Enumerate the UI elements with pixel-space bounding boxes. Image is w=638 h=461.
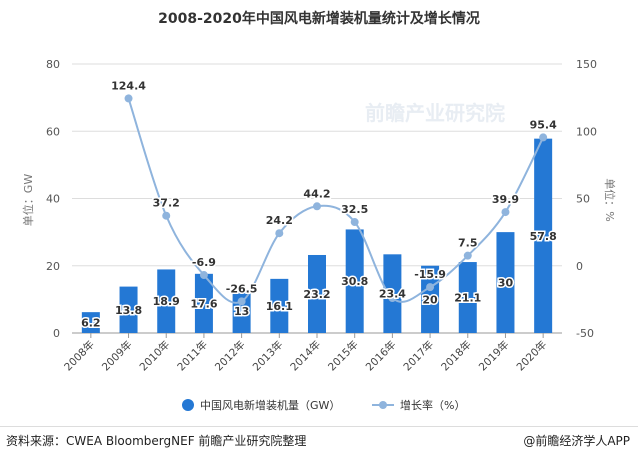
- growth-point: [199, 271, 208, 280]
- legend-bar-label: 中国风电新增装机量（GW）: [200, 398, 340, 412]
- bar: [232, 289, 251, 333]
- bar: [534, 138, 553, 333]
- growth-data-label: -6.9: [192, 256, 216, 269]
- legend-bar-marker: [182, 399, 194, 411]
- bar: [157, 269, 176, 333]
- bar: [421, 265, 440, 333]
- growth-data-label: 124.4: [111, 79, 146, 92]
- left-tick-label: 80: [46, 58, 60, 71]
- x-tick-label: 2018年: [438, 338, 474, 374]
- bar-data-label: 23.4: [379, 288, 406, 301]
- left-tick-label: 60: [46, 125, 60, 138]
- bar-data-label: 21.1: [454, 292, 481, 305]
- bar-data-label: 20: [422, 293, 438, 306]
- source-note: 资料来源：CWEA BloombergNEF 前瞻产业研究院整理: [6, 434, 307, 448]
- x-tick-label: 2010年: [137, 338, 173, 374]
- bar: [308, 254, 326, 333]
- bar-data-label: 30: [498, 277, 514, 290]
- growth-point: [275, 229, 284, 238]
- watermark: 前瞻产业研究院: [365, 101, 505, 125]
- x-tick-label: 2020年: [514, 338, 550, 374]
- left-tick-label: 40: [46, 193, 60, 206]
- x-tick-label: 2008年: [61, 338, 97, 374]
- growth-data-label: 39.9: [492, 193, 519, 206]
- bar-data-label: 16.1: [266, 300, 293, 313]
- growth-data-label: -15.9: [414, 268, 446, 281]
- bar-data-label: 6.2: [81, 317, 101, 330]
- left-tick-label: 0: [53, 327, 60, 340]
- x-tick-label: 2016年: [363, 338, 399, 374]
- growth-point: [539, 133, 548, 142]
- bar: [194, 273, 213, 333]
- growth-point: [162, 211, 171, 220]
- growth-point: [350, 218, 359, 227]
- x-tick-label: 2012年: [212, 338, 248, 374]
- bar-data-label: 18.9: [153, 295, 180, 308]
- x-tick-label: 2014年: [288, 338, 324, 374]
- x-tick-label: 2013年: [250, 338, 286, 374]
- bar: [345, 229, 364, 333]
- bar-data-label: 13.8: [115, 304, 142, 317]
- growth-point: [426, 283, 435, 292]
- right-tick-label: -50: [576, 327, 594, 340]
- x-tick-label: 2017年: [401, 338, 437, 374]
- bar-data-label: 13: [234, 305, 249, 318]
- growth-point: [237, 297, 246, 306]
- growth-point: [388, 294, 397, 303]
- growth-data-label: 7.5: [458, 237, 478, 250]
- divider: [0, 426, 638, 427]
- growth-data-label: 32.5: [341, 203, 368, 216]
- bar: [270, 278, 289, 333]
- chart-svg: 前瞻产业研究院 0 20 40 60 80 -50 0 50 100 150 单位：GW 单位：% 200…: [21, 58, 617, 412]
- x-tick-label: 2011年: [175, 338, 211, 374]
- bar: [383, 254, 402, 333]
- bar: [119, 286, 138, 333]
- bar-data-label: 17.6: [190, 297, 217, 310]
- x-tick-label: 2009年: [99, 338, 135, 374]
- bar-data-label: 57.8: [530, 230, 557, 243]
- right-axis-label: 单位：%: [603, 178, 617, 221]
- left-axis-label: 单位：GW: [21, 174, 35, 227]
- growth-point: [501, 208, 510, 217]
- growth-data-label: 24.2: [266, 214, 293, 227]
- x-tick-label: 2015年: [325, 338, 361, 374]
- legend-line-dot: [379, 401, 387, 409]
- chart-title: 2008-2020年中国风电新增装机量统计及增长情况: [158, 11, 480, 27]
- growth-data-label: 44.2: [303, 187, 330, 200]
- growth-point: [463, 251, 472, 260]
- x-tick-label: 2019年: [476, 338, 512, 374]
- growth-line: [127, 98, 545, 304]
- bar-data-label: 30.8: [341, 275, 368, 288]
- growth-data-label: 95.4: [530, 118, 557, 131]
- left-tick-label: 20: [46, 260, 60, 273]
- brand-note: @前瞻经济学人APP: [523, 434, 630, 448]
- growth-data-label: 37.2: [153, 197, 180, 210]
- legend-line-label: 增长率（%）: [400, 398, 465, 412]
- bar: [496, 232, 515, 333]
- growth-data-label: -26.5: [226, 282, 258, 295]
- bar: [81, 312, 100, 333]
- right-tick-label: 50: [576, 193, 590, 206]
- bar-data-label: 23.2: [303, 288, 330, 301]
- growth-point: [124, 94, 133, 103]
- right-tick-label: 150: [576, 58, 597, 71]
- right-tick-label: 100: [576, 125, 597, 138]
- growth-point: [313, 202, 321, 211]
- right-tick-label: 0: [576, 260, 583, 273]
- bar: [458, 262, 477, 333]
